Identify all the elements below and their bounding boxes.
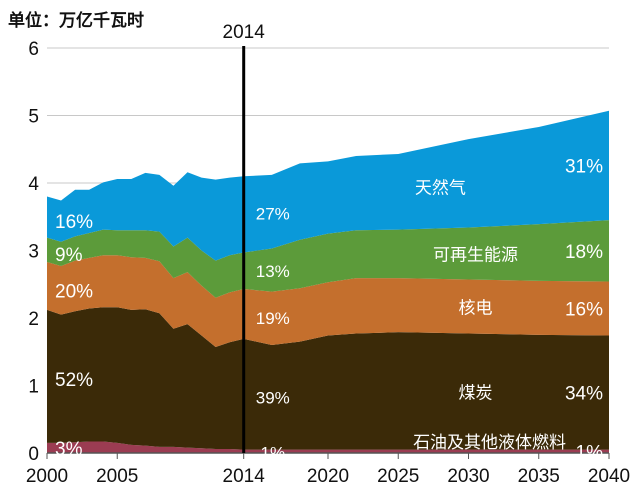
data-label: 18% — [565, 242, 603, 263]
x-tick-label: 2014 — [223, 466, 266, 487]
area-series-4 — [47, 110, 609, 261]
series-name-label: 可再生能源 — [433, 245, 518, 265]
series-name-label: 核电 — [459, 299, 493, 319]
area-series-3 — [47, 220, 609, 298]
series-name-label: 煤炭 — [459, 384, 493, 404]
y-tick-label: 4 — [28, 174, 39, 195]
data-label: 16% — [55, 212, 93, 233]
y-tick-label: 2 — [28, 309, 39, 330]
area-series-0 — [47, 441, 609, 453]
data-label: 3% — [55, 439, 83, 460]
y-tick-label: 6 — [28, 39, 39, 60]
data-label: 31% — [565, 156, 603, 177]
x-tick-label: 2005 — [96, 466, 138, 487]
data-label: 20% — [55, 281, 93, 302]
data-labels: 3% 1% 1% 52% 39% 34% 20% 19% 16% 13% 18% 16% 27% 31% 9… — [55, 156, 603, 463]
data-label: 16% — [565, 300, 603, 321]
data-label: 27% — [256, 204, 290, 223]
area-series-2 — [47, 255, 609, 348]
series-name-label: 石油及其他液体燃料 — [413, 433, 566, 453]
x-tick-label: 2000 — [26, 466, 68, 487]
data-label: 1% — [576, 442, 604, 463]
x-tick-label: 2020 — [307, 466, 349, 487]
unit-label: 单位：万亿千瓦时 — [8, 11, 144, 31]
x-tick-label: 2030 — [447, 466, 489, 487]
y-tick-label: 0 — [28, 444, 39, 465]
data-label: 1% — [260, 443, 285, 462]
data-label: 34% — [565, 384, 603, 405]
y-tick-label: 5 — [28, 107, 39, 128]
data-label: 19% — [256, 309, 290, 328]
data-label: 39% — [256, 389, 290, 408]
axes: 0 1 2 3 4 5 6 2000 2005 2014 2020 2025 2030 2035 2040 2… — [26, 22, 630, 487]
y-tick-label: 3 — [28, 242, 39, 263]
x-tick-label: 2035 — [518, 466, 560, 487]
data-label: 52% — [55, 370, 93, 391]
y-tick-label: 1 — [28, 377, 39, 398]
area-layers — [47, 110, 609, 453]
area-series-1 — [47, 307, 609, 450]
marker-label: 2014 — [223, 22, 266, 43]
x-tick-label: 2040 — [588, 466, 630, 487]
x-tick-label: 2025 — [377, 466, 419, 487]
series-name-label: 天然气 — [415, 179, 466, 199]
data-label: 13% — [256, 262, 290, 281]
data-label: 9% — [55, 245, 83, 266]
